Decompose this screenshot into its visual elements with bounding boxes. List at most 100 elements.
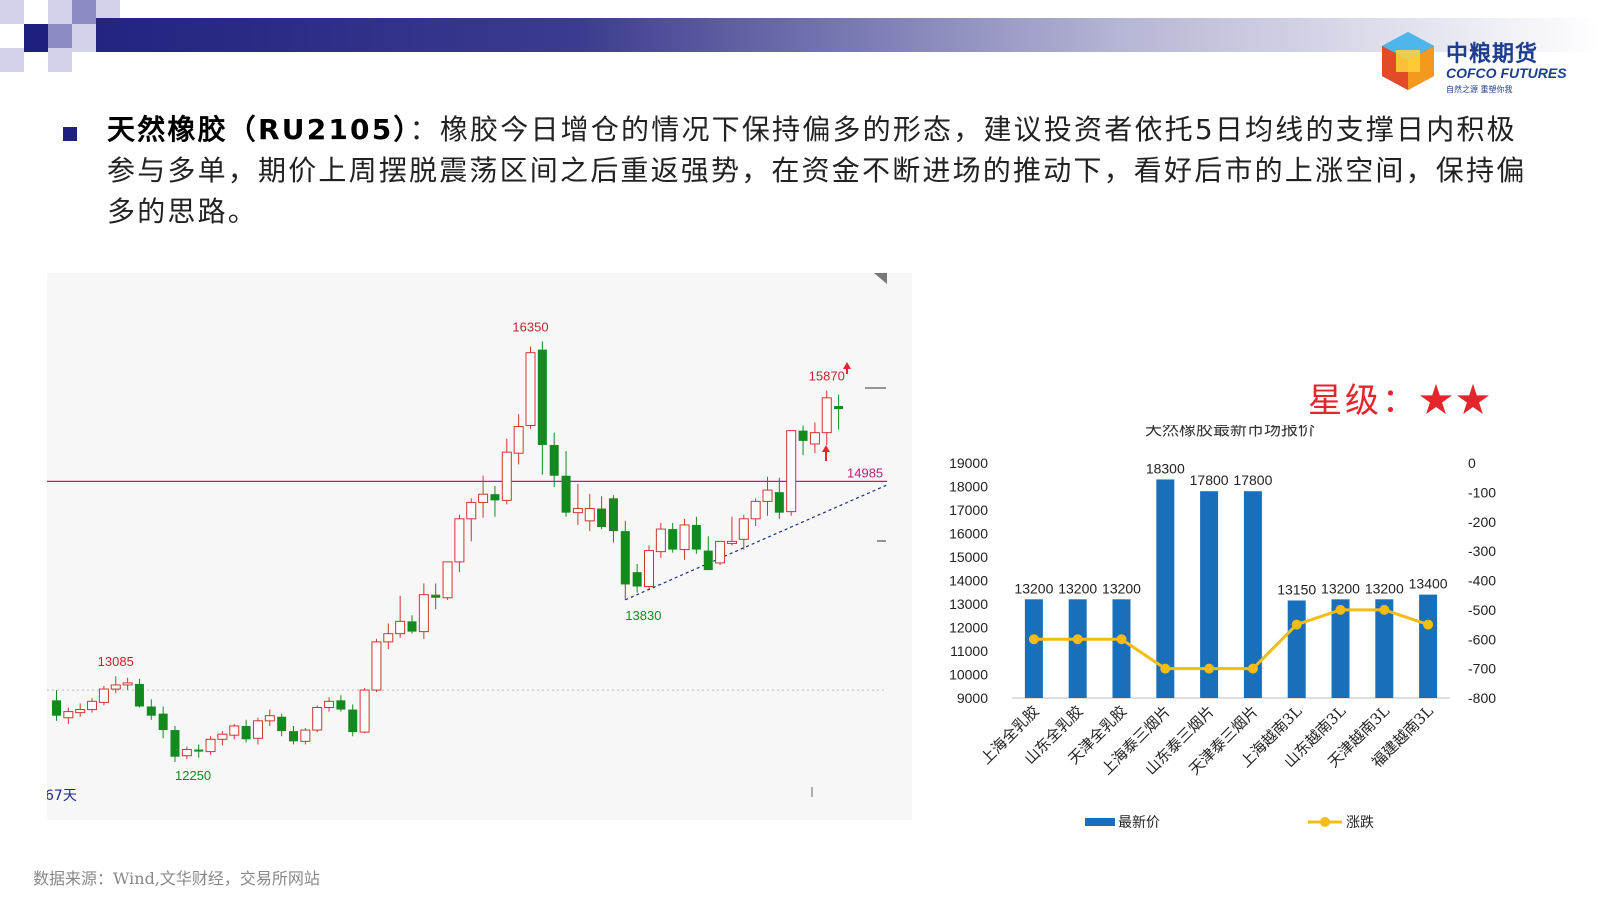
change-point xyxy=(1160,663,1171,674)
candle-body xyxy=(110,684,121,690)
candle-body xyxy=(407,621,417,632)
rating-label: 星级： xyxy=(1308,381,1419,421)
candle-body xyxy=(786,430,797,513)
left-axis-tick: 18000 xyxy=(950,479,988,495)
up-arrow-icon xyxy=(843,362,851,374)
right-axis-tick: -500 xyxy=(1468,602,1496,618)
candle xyxy=(134,678,144,708)
change-point xyxy=(1116,634,1127,645)
candle-body xyxy=(264,715,275,722)
candle-body xyxy=(229,725,240,736)
left-axis-tick: 11000 xyxy=(950,643,988,659)
candle-body xyxy=(277,716,287,732)
candle-body xyxy=(205,738,216,753)
candle xyxy=(525,346,536,429)
candle-body xyxy=(324,700,335,709)
candle xyxy=(786,430,797,516)
candle xyxy=(217,731,228,746)
candle xyxy=(158,706,168,739)
candle xyxy=(442,561,453,600)
candle-body xyxy=(834,406,844,410)
candle-body xyxy=(336,700,346,710)
bar-value-label: 13200 xyxy=(1014,580,1053,596)
candle xyxy=(300,728,311,745)
candle-body xyxy=(561,475,571,513)
bar-value-label: 13200 xyxy=(1058,580,1097,596)
candle xyxy=(608,495,618,543)
candle-body xyxy=(146,706,156,716)
candle-body xyxy=(252,720,263,739)
candlestick-chart-panel: 16350 15870 14985 13830 13085 12250 67天 xyxy=(47,273,912,820)
candle-body xyxy=(75,709,86,714)
candle-body xyxy=(549,444,559,476)
legend-label: 涨跌 xyxy=(1346,815,1374,831)
data-source-note: 数据来源：Wind,文华财经，交易所网站 xyxy=(33,869,320,888)
bar xyxy=(1200,491,1219,698)
bar xyxy=(1419,594,1438,698)
candle xyxy=(110,676,121,694)
candle-body xyxy=(798,430,808,441)
candle-body xyxy=(655,528,666,553)
commodity-term: 天然橡胶（RU2105） xyxy=(107,113,410,146)
left-axis-tick: 17000 xyxy=(950,502,988,518)
candle xyxy=(241,719,251,743)
candle-body xyxy=(241,725,251,740)
header-banner xyxy=(0,0,1600,72)
candle-body xyxy=(478,493,489,503)
left-axis-tick: 12000 xyxy=(950,620,988,636)
candle xyxy=(679,518,690,560)
bar-value-label: 17800 xyxy=(1233,472,1272,488)
change-point xyxy=(1291,619,1302,630)
candle-body xyxy=(513,426,524,454)
candle-body xyxy=(194,749,204,752)
bar xyxy=(1243,491,1262,698)
logo-chinese-name: 中粮期货 xyxy=(1446,42,1539,67)
candle-body xyxy=(750,500,761,520)
candle-body xyxy=(181,749,192,757)
right-axis-tick: -300 xyxy=(1468,543,1496,559)
candle xyxy=(383,623,394,650)
star-rating: 星级：★★ xyxy=(1308,373,1493,422)
candle-body xyxy=(632,572,642,587)
left-axis-tick: 19000 xyxy=(950,455,988,471)
candle xyxy=(277,713,287,737)
change-point xyxy=(1204,663,1215,674)
bar-value-label: 13200 xyxy=(1365,580,1404,596)
candle xyxy=(98,685,109,706)
candle xyxy=(798,425,808,456)
candle-body xyxy=(726,540,737,544)
candle xyxy=(466,498,477,542)
candle-body xyxy=(691,524,701,550)
candle xyxy=(75,703,86,717)
candle-body xyxy=(348,709,358,733)
left-axis-tick: 15000 xyxy=(950,549,988,565)
candle xyxy=(146,699,156,720)
candle-body xyxy=(134,683,144,707)
left-axis-tick: 10000 xyxy=(950,667,988,683)
corner-marker xyxy=(874,273,887,284)
legend-label: 最新价 xyxy=(1118,815,1160,831)
candle-body xyxy=(383,633,394,643)
price-annotation: 13085 xyxy=(98,654,134,669)
candle xyxy=(750,498,761,526)
candle xyxy=(513,414,524,465)
candle xyxy=(63,707,74,724)
price-annotation: 15870 xyxy=(809,369,845,384)
candle xyxy=(821,390,832,445)
rating-stars: ★★ xyxy=(1419,381,1493,421)
company-logo: 中粮期货 COFCO FUTURES 自然之源 重塑你我 xyxy=(1376,30,1576,100)
candle-body xyxy=(466,501,477,520)
candle xyxy=(655,522,666,558)
candle xyxy=(181,746,192,759)
right-axis-tick: 0 xyxy=(1468,455,1476,471)
candlestick-chart: 16350 15870 14985 13830 13085 12250 67天 xyxy=(47,273,888,804)
candle xyxy=(289,725,298,745)
candle-body xyxy=(644,550,654,587)
candle xyxy=(431,583,441,610)
candle-body xyxy=(738,518,749,540)
candle-body xyxy=(158,713,168,731)
right-axis-tick: -600 xyxy=(1468,631,1496,647)
candle xyxy=(715,540,726,565)
bar-value-label: 13400 xyxy=(1409,576,1448,592)
candle-body xyxy=(762,489,773,502)
